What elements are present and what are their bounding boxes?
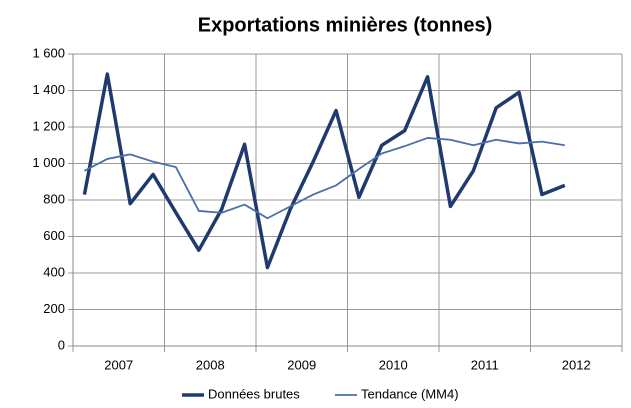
y-tick-label: 600 <box>43 228 65 243</box>
x-tick-label: 2007 <box>104 357 133 372</box>
y-tick-label: 1 400 <box>32 82 65 97</box>
x-tick-label: 2011 <box>471 357 499 372</box>
x-tick-label: 2010 <box>379 357 408 372</box>
line-series <box>82 72 566 270</box>
y-tick-label: 200 <box>43 301 65 316</box>
y-tick-label: 1 000 <box>32 155 65 170</box>
y-tick-label: 1 200 <box>32 118 65 133</box>
x-tick-label: 2008 <box>196 357 225 372</box>
x-tick-label: 2012 <box>562 357 591 372</box>
y-tick-label: 1 600 <box>32 45 65 60</box>
y-tick-label: 400 <box>43 264 65 279</box>
y-tick-label: 0 <box>58 337 65 352</box>
y-tick-label: 800 <box>43 191 65 206</box>
line-series <box>84 137 565 220</box>
legend-label: Données brutes <box>208 386 300 401</box>
x-tick-label: 2009 <box>287 357 316 372</box>
chart-title: Exportations minières (tonnes) <box>198 14 493 36</box>
legend-label: Tendance (MM4) <box>361 386 459 401</box>
